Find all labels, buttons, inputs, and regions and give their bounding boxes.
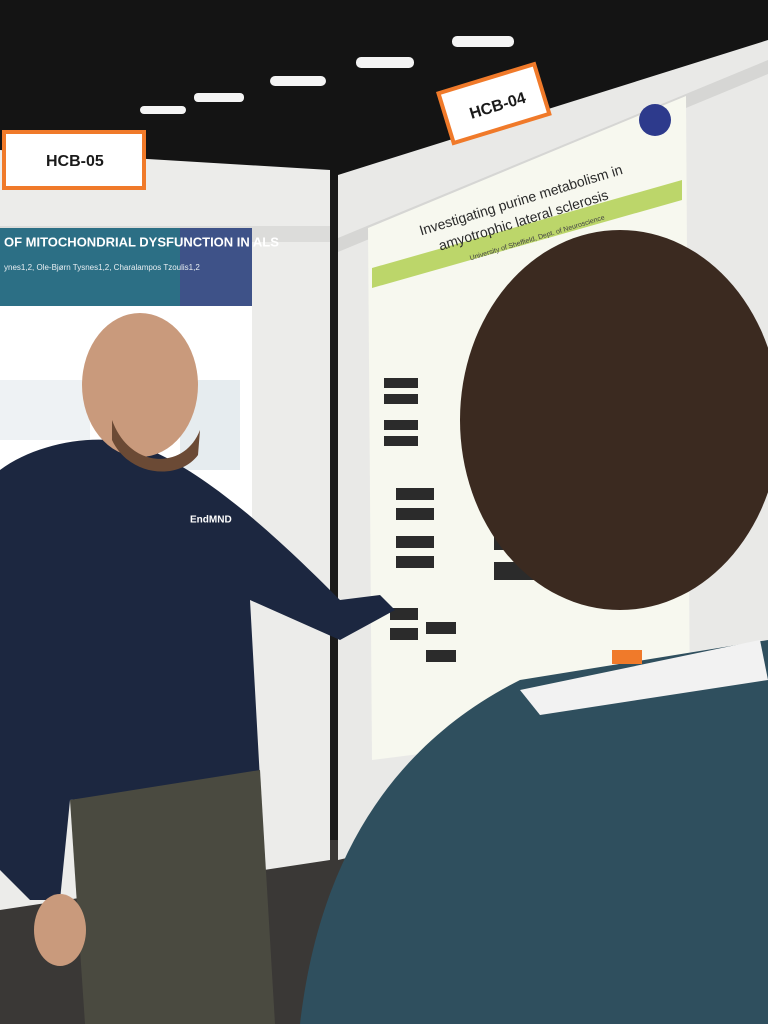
hoodie-text: EndMND (190, 515, 232, 526)
presenter: EndMND (0, 313, 395, 1024)
sign: HCB-04 (436, 61, 552, 146)
attendee (300, 230, 768, 1024)
poster-title: OF MITOCHONDRIAL DYSFUNCTION IN ALS (4, 234, 279, 249)
sign-label: HCB-05 (46, 153, 104, 170)
ceiling-lights (140, 36, 514, 114)
left-poster: OF MITOCHONDRIAL DYSFUNCTION IN ALS ynes… (0, 228, 279, 518)
poster-authors: ynes1,2, Ole-Bjørn Tysnes1,2, Charalampo… (4, 263, 200, 272)
sign: HCB-05 (2, 130, 146, 190)
